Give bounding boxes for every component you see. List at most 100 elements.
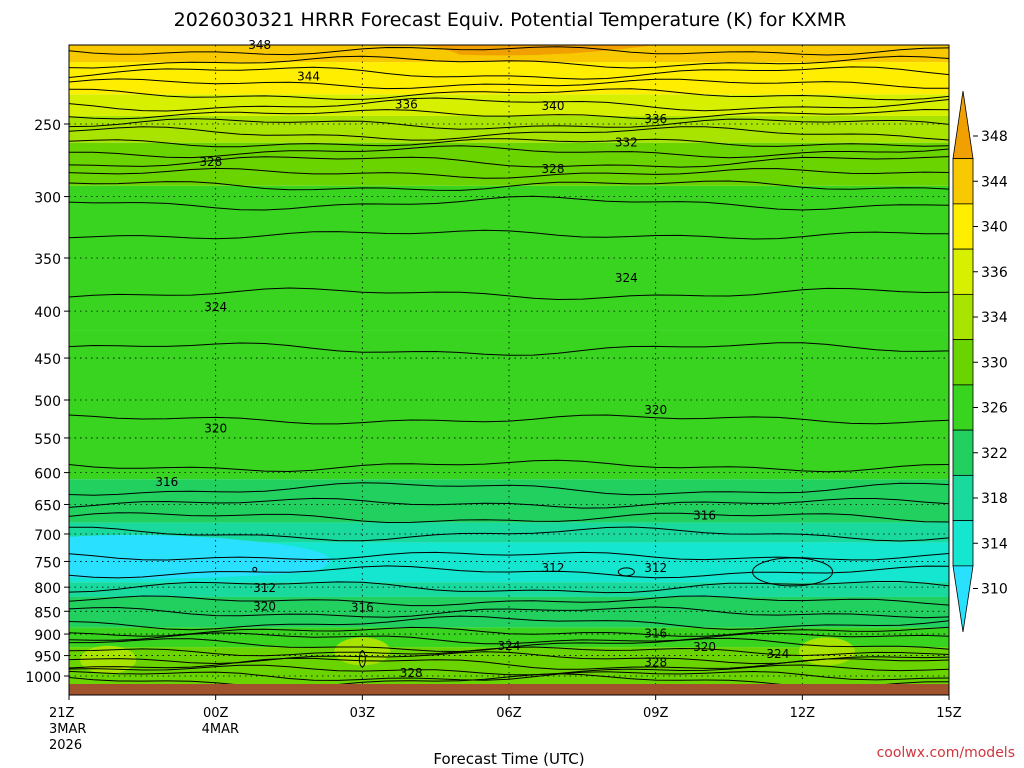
- contour-label-text: 316: [351, 601, 374, 615]
- colorbar-label: 322: [981, 446, 1008, 462]
- colorbar-segment: [952, 520, 974, 567]
- x-tick-label: 06Z: [496, 706, 522, 721]
- fill-band: [69, 115, 949, 143]
- contour-label-text: 312: [253, 581, 276, 595]
- y-tick-label: 950: [34, 650, 61, 666]
- colorbar-segment: [952, 474, 974, 522]
- y-tick-label: 250: [34, 118, 61, 134]
- y-tick-label: 500: [34, 394, 61, 410]
- x-tick-label: 21Z: [49, 706, 75, 721]
- x-tick-label: 3MAR: [49, 722, 86, 737]
- contour-label-text: 324: [498, 639, 521, 653]
- contour-label-text: 320: [204, 421, 227, 435]
- colorbar-label: 348: [981, 129, 1008, 145]
- contour-label: 336: [644, 112, 667, 126]
- y-tick-label: 700: [34, 528, 61, 544]
- contour-label: 312: [644, 561, 667, 575]
- y-tick-label: 900: [34, 628, 61, 644]
- contour-label-text: 316: [693, 508, 716, 522]
- ground-strip: [69, 684, 949, 695]
- contour-label: 332: [615, 136, 638, 150]
- contour-label-text: 340: [542, 99, 565, 113]
- y-tick-label: 400: [34, 305, 61, 321]
- contour-label-text: 324: [766, 647, 789, 661]
- colorbar-label: 344: [981, 174, 1008, 190]
- x-axis-label: Forecast Time (UTC): [433, 750, 584, 768]
- colorbar-segment: [952, 248, 974, 295]
- y-tick-label: 750: [34, 555, 61, 571]
- contour-label: 316: [693, 508, 716, 522]
- colorbar-segment: [952, 90, 974, 160]
- colorbar: 348 344 340 336 334 330 326 322 318 314 310: [952, 90, 1008, 633]
- contour-label-text: 344: [297, 70, 320, 84]
- theta-e-fill-bands: [69, 45, 949, 686]
- contour-label: 328: [644, 656, 667, 670]
- fill-band: [69, 627, 949, 648]
- colorbar-label: 326: [981, 401, 1008, 417]
- contour-label-text: 312: [644, 561, 667, 575]
- contour-label: 324: [766, 647, 789, 661]
- y-tick-label: 800: [34, 581, 61, 597]
- contour-label-text: 316: [644, 627, 667, 641]
- y-tick-label: 850: [34, 605, 61, 621]
- contour-label-text: 336: [644, 112, 667, 126]
- colorbar-segment: [952, 339, 974, 386]
- contour-label: 340: [542, 99, 565, 113]
- chart-title: 2026030321 HRRR Forecast Equiv. Potentia…: [174, 9, 847, 31]
- x-tick-label: 12Z: [790, 706, 816, 721]
- fill-band: [69, 330, 949, 480]
- fill-band: [69, 522, 949, 543]
- x-tick-label: 03Z: [350, 706, 376, 721]
- contour-label-text: 328: [400, 666, 423, 680]
- y-tick-label: 300: [34, 191, 61, 207]
- contour-label-text: 332: [615, 136, 638, 150]
- x-tick-label: 2026: [49, 738, 82, 753]
- contour-label: 320: [204, 421, 227, 435]
- y-tick-label: 450: [34, 352, 61, 368]
- colorbar-segment: [952, 203, 974, 250]
- contour-line: [69, 565, 949, 579]
- contour-line: [69, 118, 949, 130]
- y-tick-label: 1000: [25, 670, 61, 686]
- contour-label-text: 316: [155, 475, 178, 489]
- x-tick-label: 4MAR: [202, 722, 239, 737]
- contour-label-text: 328: [644, 656, 667, 670]
- x-tick-label: 09Z: [643, 706, 669, 721]
- contour-line: [69, 657, 949, 670]
- contour-label-text: 320: [693, 640, 716, 654]
- warm-pocket: [411, 45, 656, 56]
- contour-label: 336: [395, 97, 418, 111]
- y-axis: 250 300 350 400 450 500 550 600 650 700 750 800 850 9…: [25, 118, 69, 686]
- contour-label-text: 328: [542, 162, 565, 176]
- credit-link[interactable]: coolwx.com/models: [877, 745, 1015, 761]
- colorbar-label: 310: [981, 582, 1008, 598]
- contour-label: 328: [199, 155, 222, 169]
- colorbar-segment: [952, 565, 974, 633]
- contour-line: [69, 606, 949, 619]
- contour-label: 316: [155, 475, 178, 489]
- contour-label: 316: [644, 627, 667, 641]
- contour-label: 320: [693, 640, 716, 654]
- contour-label-text: 320: [253, 600, 276, 614]
- closed-contour: [752, 557, 834, 587]
- contour-label: 320: [644, 403, 667, 417]
- contour-label: 324: [204, 300, 227, 314]
- contour-label-text: 312: [542, 561, 565, 575]
- colorbar-segment: [952, 384, 974, 431]
- colorbar-label: 340: [981, 220, 1008, 236]
- contour-label: 312: [253, 581, 276, 595]
- y-tick-label: 600: [34, 467, 61, 483]
- contour-label-text: 320: [644, 403, 667, 417]
- contour-line: [69, 66, 949, 80]
- closed-contour: [617, 567, 635, 577]
- contour-label: 328: [542, 162, 565, 176]
- colorbar-label: 318: [981, 491, 1008, 507]
- colorbar-label: 336: [981, 265, 1008, 281]
- colorbar-label: 330: [981, 355, 1008, 371]
- contour-label: 320: [253, 600, 276, 614]
- y-tick-label: 650: [34, 498, 61, 514]
- x-tick-label: 00Z: [203, 706, 229, 721]
- x-tick-label: 15Z: [936, 706, 962, 721]
